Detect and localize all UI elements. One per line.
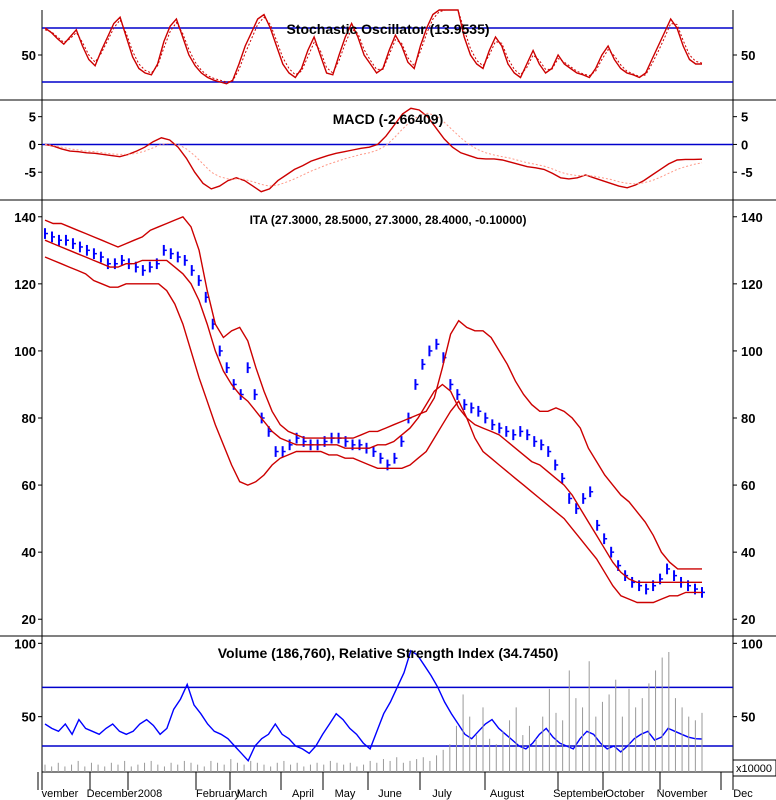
x-tick-label: April [292,788,314,800]
volume-unit-box [732,759,776,777]
y-tick-label-left: 50 [22,710,36,725]
x-tick-label: June [378,788,402,800]
x-tick-label: September [553,788,607,800]
y-tick-label-left: 100 [14,344,36,359]
x-tick-label: vember [42,788,79,800]
x-tick-label: February [196,788,241,800]
y-tick-label-right: 0 [741,137,748,152]
x-tick-label: July [432,788,452,800]
y-tick-label-left: 40 [22,545,36,560]
y-tick-label-right: 120 [741,277,763,292]
y-tick-label-left: 0 [29,137,36,152]
y-tick-label-right: 40 [741,545,755,560]
y-tick-label-left: 80 [22,411,36,426]
y-tick-label-left: 100 [14,636,36,651]
x-tick-label: March [237,788,268,800]
y-tick-label-left: 50 [22,48,36,63]
y-tick-label-left: 60 [22,478,36,493]
x-tick-label: 2008 [138,788,162,800]
y-tick-label-left: 120 [14,277,36,292]
x-tick-label: May [335,788,356,800]
y-tick-label-right: 60 [741,478,755,493]
volume-unit-label: x10000 [736,763,772,775]
series-line [44,256,702,604]
y-tick-label-right: 100 [741,636,763,651]
y-tick-label-right: 5 [741,110,748,125]
y-tick-label-left: 20 [22,612,36,627]
y-tick-label-left: 140 [14,210,36,225]
y-tick-label-right: 50 [741,710,755,725]
x-tick-label: November [657,788,708,800]
chart-title: Stochastic Oscillator (13.9535) [286,21,489,37]
series-layer [44,9,705,772]
x-tick-label: Dec [733,788,753,800]
x-tick-label: December [87,788,138,800]
y-tick-label-right: 80 [741,411,755,426]
y-tick-label-left: -5 [24,165,36,180]
text-layer: Stochastic Oscillator (13.9535) MACD (-2.… [42,21,776,800]
series-line [44,107,703,193]
chart-title: MACD (-2.66409) [333,111,443,127]
y-tick-label-right: 100 [741,344,763,359]
chart-title: Volume (186,760), Relative Strength Inde… [218,645,559,661]
panel-frames [0,10,776,790]
x-tick-label: August [490,788,524,800]
y-tick-label-right: 20 [741,612,755,627]
chart-title: ITA (27.3000, 28.5000, 27.3000, 28.4000,… [250,213,527,227]
series-line [44,239,702,583]
x-tick-label: October [605,788,644,800]
reference-lines [42,27,733,747]
series-line [44,112,703,187]
y-tick-label-right: 50 [741,48,755,63]
series-line [44,649,703,762]
y-tick-label-right: 140 [741,210,763,225]
series-line [44,9,703,83]
y-tick-label-left: 5 [29,110,36,125]
y-tick-label-right: -5 [741,165,753,180]
series-line [44,215,702,570]
